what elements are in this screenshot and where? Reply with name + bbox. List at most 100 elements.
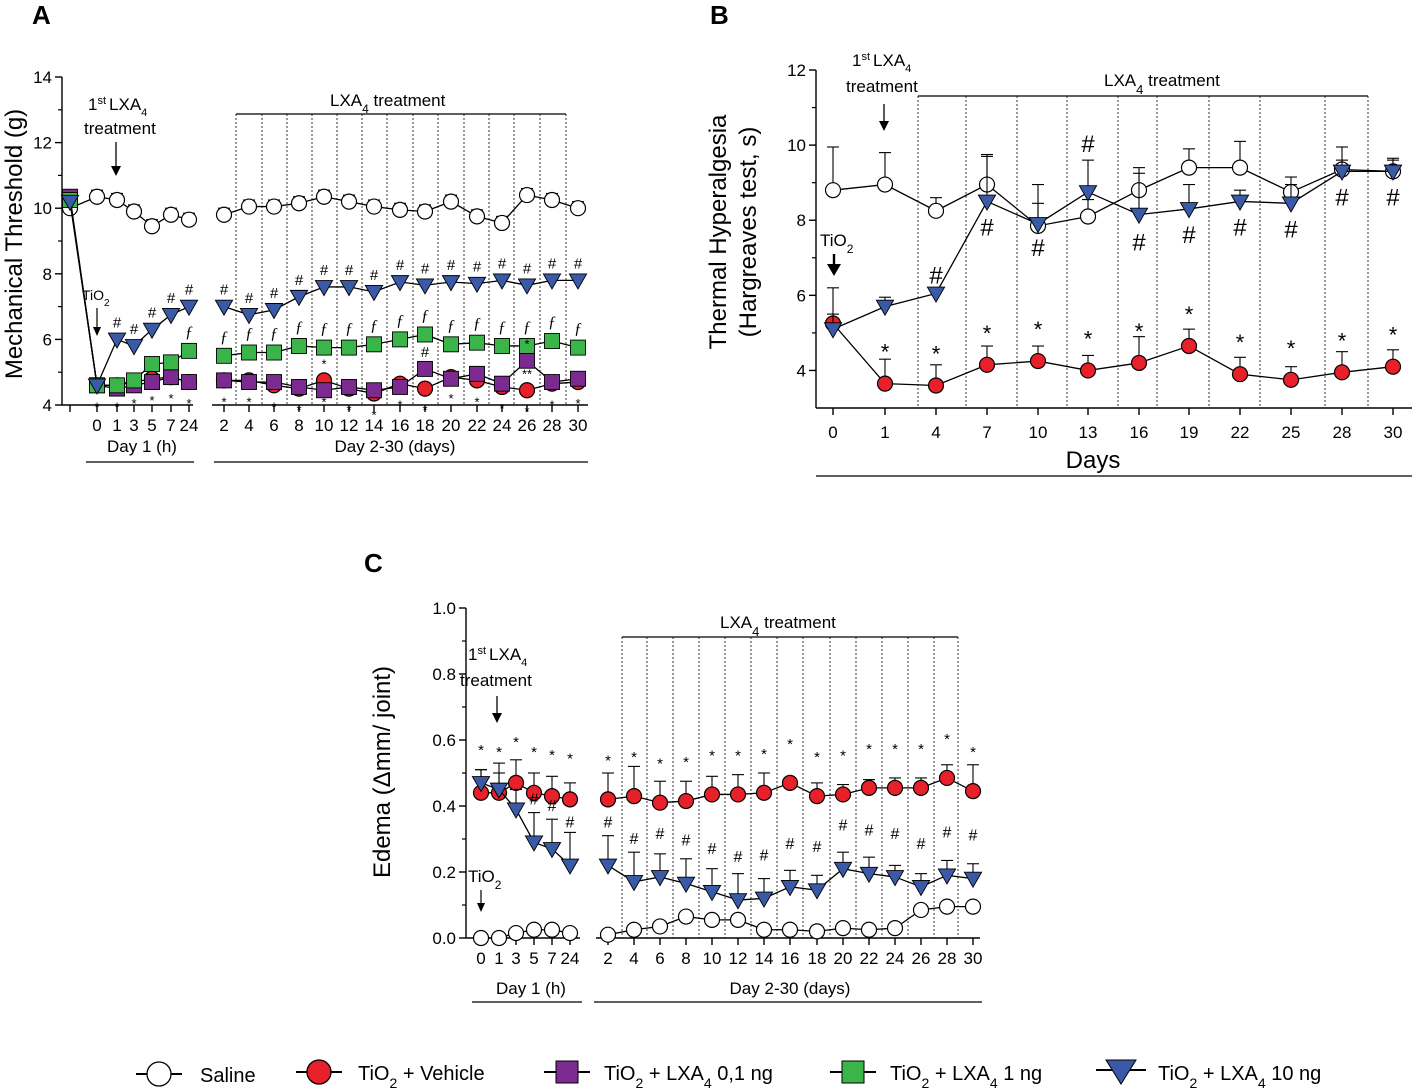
panel-a-y-tick-label: 12 [33, 134, 52, 153]
panel-a-significance-marks: * *#*#*#*#*#ƒ*#ƒ*#ƒ*#ƒ*#ƒ*#ƒ*#ƒ*#ƒ*#ƒ*#ƒ*… [94, 255, 582, 422]
panel-c-point-tio2-lxa4-10-ng [676, 876, 696, 894]
panel-c-point-saline [703, 911, 721, 928]
panel-a-mark: # [320, 262, 329, 279]
panel-a-point-tio2-lxa4-10-ng [517, 278, 537, 295]
panel-a-point-tio2-lxa4-1-ng [494, 338, 510, 354]
panel-c-significance-marks: * * * * # * # * # * # * # * # * # * # * # * # * # * # * # * # * # * # * # * # [478, 731, 977, 866]
panel-c-point-saline [755, 921, 773, 938]
panel-b-y-tick-label: 10 [787, 136, 806, 155]
panel-a-first-treatment-arrowhead [111, 166, 121, 176]
panel-c-mark: * [709, 747, 715, 764]
panel-c-mark: * [513, 734, 519, 751]
panel-a-point-tio2-lxa4-10-ng [364, 285, 384, 302]
panel-a-group-day1-label: Day 1 (h) [107, 437, 177, 456]
panel-c-letter: C [364, 548, 383, 578]
panel-a-first-treatment-label-2: treatment [84, 119, 156, 138]
panel-c-point-tio2-vehicle [543, 787, 561, 805]
panel-a-point-tio2-lxa4-10-ng [264, 303, 284, 320]
panel-b-first-treatment-label-2: treatment [846, 77, 918, 96]
panel-c-point-saline [561, 924, 579, 942]
panel-a-mark: ƒ [498, 319, 506, 336]
panel-a-point-saline [365, 198, 383, 215]
panel-a-mark: ƒ [548, 314, 556, 331]
panel-c-group-day2-30-label: Day 2-30 (days) [730, 979, 851, 998]
legend-item-lxa4-01ng: TiO2 + LXA4 0,1 ng [544, 1060, 773, 1090]
panel-a-point-saline [493, 214, 511, 232]
panel-c-point-tio2-vehicle [677, 792, 695, 810]
panel-b-mark: * [1236, 330, 1245, 355]
panel-b-x-tick-label: 16 [1130, 423, 1149, 442]
panel-c-x-tick-label: 30 [964, 949, 983, 968]
panel-a-mark: ƒ [473, 316, 481, 333]
panel-b-point-tio2-lxa4-10-ng [1078, 185, 1098, 202]
panel-a-point-tio2-lxa4-10-ng [124, 339, 144, 356]
panel-c-mark: # [548, 798, 557, 815]
legend-item-lxa4-10ng: TiO2 + LXA4 10 ng [1096, 1059, 1321, 1090]
panel-a-point-tio2-lxa4-1-ng [216, 347, 232, 364]
panel-c-point-tio2-lxa4-10-ng [542, 842, 562, 859]
panel-b-mark: # [1132, 230, 1146, 257]
panel-b-point-tio2-vehicle [1384, 358, 1402, 375]
panel-a-mark: # [498, 255, 507, 272]
panel-a-mark: * [575, 396, 580, 411]
panel-a-mark: * [321, 394, 326, 409]
panel-a-mark: * [524, 337, 529, 352]
panel-c-point-tio2-vehicle [507, 774, 525, 792]
panel-c-point-saline [599, 926, 617, 943]
panel-b-mark: # [1233, 214, 1247, 241]
panel-a-x-tick-label: 8 [294, 416, 303, 435]
panel-c-point-saline [651, 918, 669, 935]
panel-a-point-saline [265, 198, 283, 215]
panel-c-group-day1-label: Day 1 (h) [496, 979, 566, 998]
panel-a-mark: * [94, 399, 99, 414]
panel-a-x-tick-label: 24 [493, 416, 512, 435]
panel-a-point-saline [442, 193, 460, 210]
panel-a-point-saline [468, 208, 486, 225]
panel-c-point-tio2-lxa4-10-ng [489, 782, 509, 800]
panel-a-series-saline [61, 186, 587, 235]
panel-b-mark: * [881, 340, 890, 365]
panel-b-mark: * [983, 321, 992, 346]
panel-a-treatment-grid [235, 114, 567, 405]
panel-c-point-tio2-lxa4-10-ng [702, 884, 722, 902]
panel-c-x-tick-label: 3 [511, 949, 520, 968]
panel-a-point-tio2-lxa4-1-ng [144, 356, 160, 372]
panel-c-point-tio2-vehicle [886, 779, 904, 796]
panel-b-mark: # [1081, 131, 1095, 158]
panel-a-mark: * [296, 403, 301, 418]
panel-a-mark: # [220, 282, 229, 299]
panel-a-mark: * [422, 403, 427, 418]
panel-b-mark: # [929, 262, 943, 289]
panel-a-x-tick-label: 26 [518, 416, 537, 435]
panel-b-x-tick-label: 4 [931, 423, 940, 442]
panel-a-mark: * [371, 408, 376, 423]
panel-c-first-treatment-label: 1st LXA4 [468, 645, 527, 669]
panel-a-x-tick-label: 28 [543, 416, 562, 435]
panel-c-mark: # [839, 818, 848, 835]
panel-c-mark: * [478, 742, 484, 759]
panel-b-point-tio2-vehicle [978, 356, 996, 373]
panel-c-x-tick-label: 8 [681, 949, 690, 968]
panel-a-point-tio2-lxa4-0-1-ng [570, 370, 586, 387]
panel-c-mark: # [813, 839, 822, 856]
panel-b-y-tick-label: 12 [787, 61, 806, 80]
panel-c-x-tick-label: 16 [781, 949, 800, 968]
panel-a-point-saline [416, 203, 434, 220]
panel-b-mark: # [1284, 216, 1298, 243]
panel-c-x-tick-label: 18 [808, 949, 827, 968]
panel-c-y-tick-label: 0.4 [432, 797, 456, 816]
panel-c-lxa4-treatment-label: LXA4 treatment [720, 613, 836, 639]
panel-b-mark: * [1084, 326, 1093, 351]
panel-a-point-tio2-lxa4-10-ng [179, 299, 199, 317]
panel-c-point-tio2-vehicle [729, 786, 747, 803]
panel-a-point-tio2-lxa4-0-1-ng [163, 369, 179, 386]
panel-a-point-tio2-lxa4-10-ng [289, 289, 309, 307]
panel-c-point-saline [543, 921, 561, 938]
panel-c-point-saline [912, 901, 930, 919]
panel-a-point-saline [215, 206, 233, 223]
panel-a-mark: * [321, 356, 326, 371]
panel-a-point-tio2-lxa4-1-ng [417, 326, 433, 343]
panel-b-series-tio2-vehicle [824, 287, 1402, 394]
